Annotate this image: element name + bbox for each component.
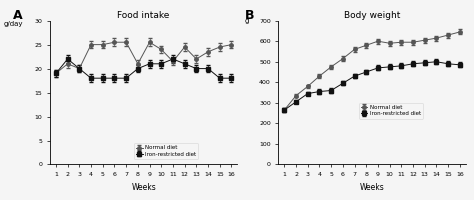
- X-axis label: Weeks: Weeks: [360, 183, 384, 192]
- Legend: Normal diet, Iron-restricted diet: Normal diet, Iron-restricted diet: [358, 103, 423, 119]
- Legend: Normal diet, Iron-restricted diet: Normal diet, Iron-restricted diet: [134, 143, 199, 159]
- Title: Food intake: Food intake: [118, 11, 170, 20]
- Text: A: A: [13, 9, 22, 22]
- Text: B: B: [245, 9, 254, 22]
- Text: g: g: [245, 18, 249, 24]
- Title: Body weight: Body weight: [344, 11, 400, 20]
- X-axis label: Weeks: Weeks: [131, 183, 156, 192]
- Text: g/day: g/day: [3, 21, 23, 27]
